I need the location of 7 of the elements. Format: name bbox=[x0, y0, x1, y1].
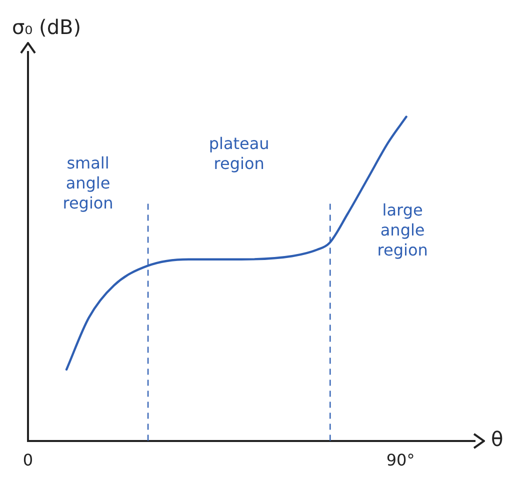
x-tick-label: 0 bbox=[22, 450, 34, 470]
annotation: plateau region bbox=[208, 134, 270, 174]
x-tick-label: 90° bbox=[386, 450, 415, 470]
annotation: small angle region bbox=[62, 154, 114, 213]
x-axis-title: θ bbox=[491, 427, 504, 452]
annotation: large angle region bbox=[377, 200, 428, 260]
y-axis-title: σ₀ (dB) bbox=[12, 15, 82, 39]
